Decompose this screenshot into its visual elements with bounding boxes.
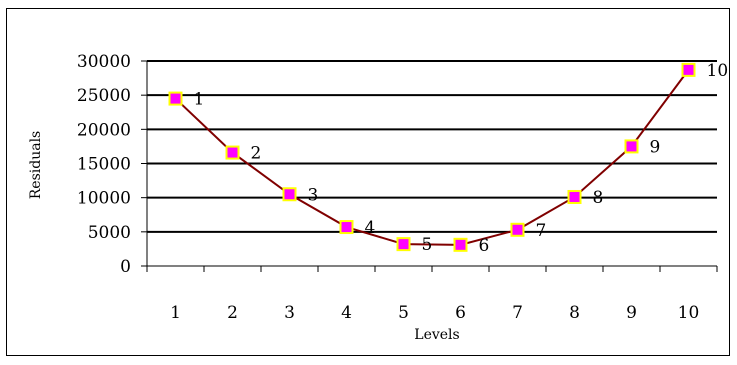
y-axis-title: Residuals <box>28 131 44 199</box>
point-label-4: 4 <box>365 218 376 238</box>
y-tick-label-25000: 25000 <box>77 86 131 106</box>
data-point-1 <box>168 91 183 106</box>
y-tick-label-20000: 20000 <box>77 120 131 140</box>
y-tick-label-0: 0 <box>120 257 131 277</box>
point-label-2: 2 <box>251 144 262 164</box>
data-point-5 <box>396 237 411 252</box>
point-label-5: 5 <box>422 235 433 255</box>
x-tick-label-3: 3 <box>284 303 295 323</box>
x-tick-label-9: 9 <box>626 303 637 323</box>
point-label-7: 7 <box>536 221 547 241</box>
x-tick-label-2: 2 <box>227 303 238 323</box>
x-tick-label-7: 7 <box>512 303 523 323</box>
x-tick-label-5: 5 <box>398 303 409 323</box>
y-tick-label-5000: 5000 <box>88 223 131 243</box>
point-label-10: 10 <box>707 61 729 81</box>
point-label-9: 9 <box>650 137 661 157</box>
y-tick-label-30000: 30000 <box>77 52 131 72</box>
point-label-3: 3 <box>308 185 319 205</box>
x-axis-title: Levels <box>414 327 459 343</box>
x-tick-label-10: 10 <box>678 303 700 323</box>
x-tick-label-4: 4 <box>341 303 352 323</box>
x-tick-label-6: 6 <box>455 303 466 323</box>
data-point-6 <box>453 237 468 252</box>
data-point-3 <box>282 187 297 202</box>
point-label-1: 1 <box>194 90 205 110</box>
data-point-9 <box>624 139 639 154</box>
data-point-7 <box>510 222 525 237</box>
point-label-8: 8 <box>593 188 604 208</box>
data-point-4 <box>339 220 354 235</box>
data-point-2 <box>225 145 240 160</box>
x-tick-label-1: 1 <box>170 303 181 323</box>
point-label-6: 6 <box>479 236 490 256</box>
x-tick-label-8: 8 <box>569 303 580 323</box>
chart-frame <box>6 8 730 356</box>
data-point-10 <box>681 62 696 77</box>
y-tick-label-15000: 15000 <box>77 155 131 175</box>
data-point-8 <box>567 189 582 204</box>
series-line <box>174 69 690 246</box>
y-tick-label-10000: 10000 <box>77 189 131 209</box>
